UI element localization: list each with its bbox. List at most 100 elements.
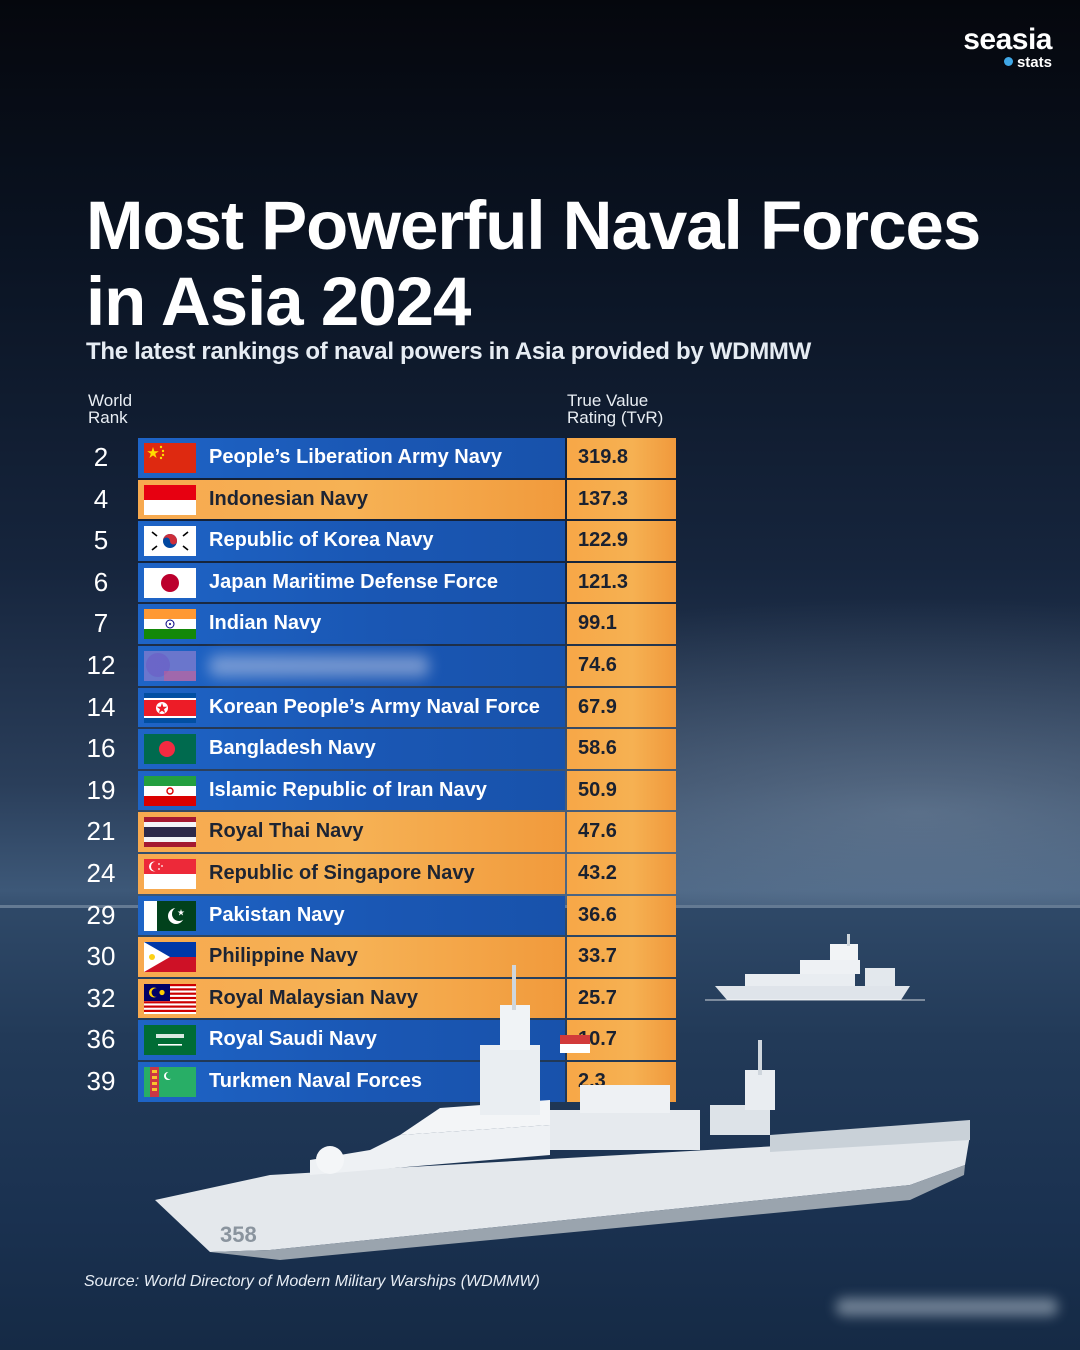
navy-name: Indonesian Navy <box>209 487 368 510</box>
india-flag-icon <box>144 609 196 640</box>
tvr-value: 319.8 <box>567 438 676 478</box>
tvr-value: 137.3 <box>567 479 676 520</box>
tvr-value: 10.7 <box>567 1020 676 1060</box>
navy-name: Royal Malaysian Navy <box>209 986 418 1009</box>
philippines-flag-icon <box>144 942 196 973</box>
table-row: 16 Bangladesh Navy 58.6 <box>80 729 680 769</box>
rank-label: 21 <box>86 816 116 847</box>
rank-label: 7 <box>93 608 109 639</box>
navy-name: Indian Navy <box>209 612 322 635</box>
brand-sub-label: stats <box>1016 54 1052 71</box>
navy-bar: Philippine Navy <box>138 937 565 977</box>
table-row: 19 Islamic Republic of Iran Navy 50.9 <box>80 770 680 811</box>
tvr-value: 67.9 <box>567 687 676 728</box>
navy-bar: Royal Malaysian Navy <box>138 978 565 1019</box>
table-row: 7 Indian Navy 99.1 <box>80 604 680 644</box>
blurred-flag-icon <box>144 650 196 681</box>
tvr-value: 121.3 <box>567 562 676 603</box>
table-row: 2 People’s Liberation Army Navy 319.8 <box>80 438 680 478</box>
table-row: 30 Philippine Navy 33.7 <box>80 937 680 977</box>
navy-bar: Islamic Republic of Iran Navy <box>138 770 565 811</box>
navy-bar: Japan Maritime Defense Force <box>138 562 565 603</box>
hull-number: 358 <box>220 1222 257 1247</box>
rank-label: 12 <box>86 649 116 680</box>
tvr-header-line1: True Value <box>567 391 649 410</box>
navy-name: Turkmen Naval Forces <box>209 1069 423 1092</box>
rank-header-line2: Rank <box>88 408 128 427</box>
table-row: 6 Japan Maritime Defense Force 121.3 <box>80 562 680 603</box>
china-flag-icon <box>144 443 196 473</box>
navy-name: Royal Thai Navy <box>209 820 364 843</box>
saudi-arabia-flag-icon <box>144 1025 196 1056</box>
navy-name: Pakistan Navy <box>209 903 345 926</box>
navy-name: Islamic Republic of Iran Navy <box>209 778 487 801</box>
navy-bar: Indian Navy <box>138 604 565 644</box>
indonesia-flag-icon <box>144 484 196 515</box>
navy-bar: Korean People’s Army Naval Force <box>138 687 565 728</box>
page-subtitle: The latest rankings of naval powers in A… <box>86 338 811 365</box>
rank-label: 6 <box>93 566 109 597</box>
south-korea-flag-icon <box>144 526 196 557</box>
blurred-watermark <box>836 1298 1058 1316</box>
table-row: 24 Republic of Singapore Navy 43.2 <box>80 853 680 894</box>
rank-label: 19 <box>86 774 116 805</box>
rank-label: 16 <box>86 733 116 764</box>
brand-name: seasia <box>963 23 1052 56</box>
navy-bar: People’s Liberation Army Navy <box>138 438 565 478</box>
table-row: 21 Royal Thai Navy 47.6 <box>80 812 680 852</box>
tvr-header-line2: Rating (TvR) <box>567 408 664 427</box>
navy-bar: Bangladesh Navy <box>138 729 565 769</box>
table-row: 12 74.6 <box>80 645 680 686</box>
tvr-value: 25.7 <box>567 978 676 1019</box>
navy-name: People’s Liberation Army Navy <box>209 446 503 468</box>
navy-name: Republic of Singapore Navy <box>209 861 475 884</box>
tvr-value: 33.7 <box>567 937 676 977</box>
malaysia-flag-icon <box>144 983 196 1014</box>
brand-sub: stats <box>963 54 1052 72</box>
column-header-tvr: True Value Rating (TvR) <box>567 392 687 426</box>
navy-bar: Republic of Singapore Navy <box>138 853 565 894</box>
rank-label: 36 <box>86 1024 116 1055</box>
tvr-value: 43.2 <box>567 853 676 894</box>
navy-bar: Indonesian Navy <box>138 479 565 520</box>
iran-flag-icon <box>144 775 196 806</box>
tvr-value: 122.9 <box>567 521 676 561</box>
brand-logo: seasia stats <box>963 23 1052 72</box>
table-row: 5 Republic of Korea Navy 122.9 <box>80 521 680 561</box>
ranking-table: 2 People’s Liberation Army Navy 319.8 4 Indo… <box>80 438 680 1104</box>
rank-label: 5 <box>93 525 109 556</box>
navy-bar <box>138 645 565 686</box>
rank-label: 30 <box>86 941 116 972</box>
rank-label: 24 <box>86 857 116 888</box>
navy-name-blurred <box>209 654 429 677</box>
bangladesh-flag-icon <box>144 734 196 765</box>
navy-bar: Pakistan Navy <box>138 895 565 936</box>
rank-label: 14 <box>86 691 116 722</box>
table-row: 14 Korean People’s Army Naval Force 67.9 <box>80 687 680 728</box>
japan-flag-icon <box>144 567 196 598</box>
singapore-flag-icon <box>144 858 196 889</box>
north-korea-flag-icon <box>144 692 196 723</box>
navy-bar: Royal Thai Navy <box>138 812 565 852</box>
tvr-value: 36.6 <box>567 895 676 936</box>
navy-name: Japan Maritime Defense Force <box>209 570 498 593</box>
navy-name: Philippine Navy <box>209 945 358 968</box>
rank-label: 2 <box>93 442 109 472</box>
rank-label: 29 <box>86 899 116 930</box>
navy-name: Korean People’s Army Naval Force <box>209 695 540 718</box>
navy-name: Republic of Korea Navy <box>209 529 434 552</box>
tvr-value: 99.1 <box>567 604 676 644</box>
table-row: 32 Royal Malaysian Navy 25.7 <box>80 978 680 1019</box>
navy-name: Bangladesh Navy <box>209 737 376 760</box>
table-row: 4 Indonesian Navy 137.3 <box>80 479 680 520</box>
tvr-value: 74.6 <box>567 645 676 686</box>
table-row: 29 Pakistan Navy 36.6 <box>80 895 680 936</box>
navy-bar: Republic of Korea Navy <box>138 521 565 561</box>
tvr-value: 50.9 <box>567 770 676 811</box>
warship-illustration: 358 <box>155 965 970 1260</box>
turkmenistan-flag-icon <box>144 1066 196 1097</box>
rank-label: 39 <box>86 1065 116 1096</box>
thailand-flag-icon <box>144 817 196 848</box>
tvr-value: 47.6 <box>567 812 676 852</box>
rank-label: 32 <box>86 982 116 1013</box>
